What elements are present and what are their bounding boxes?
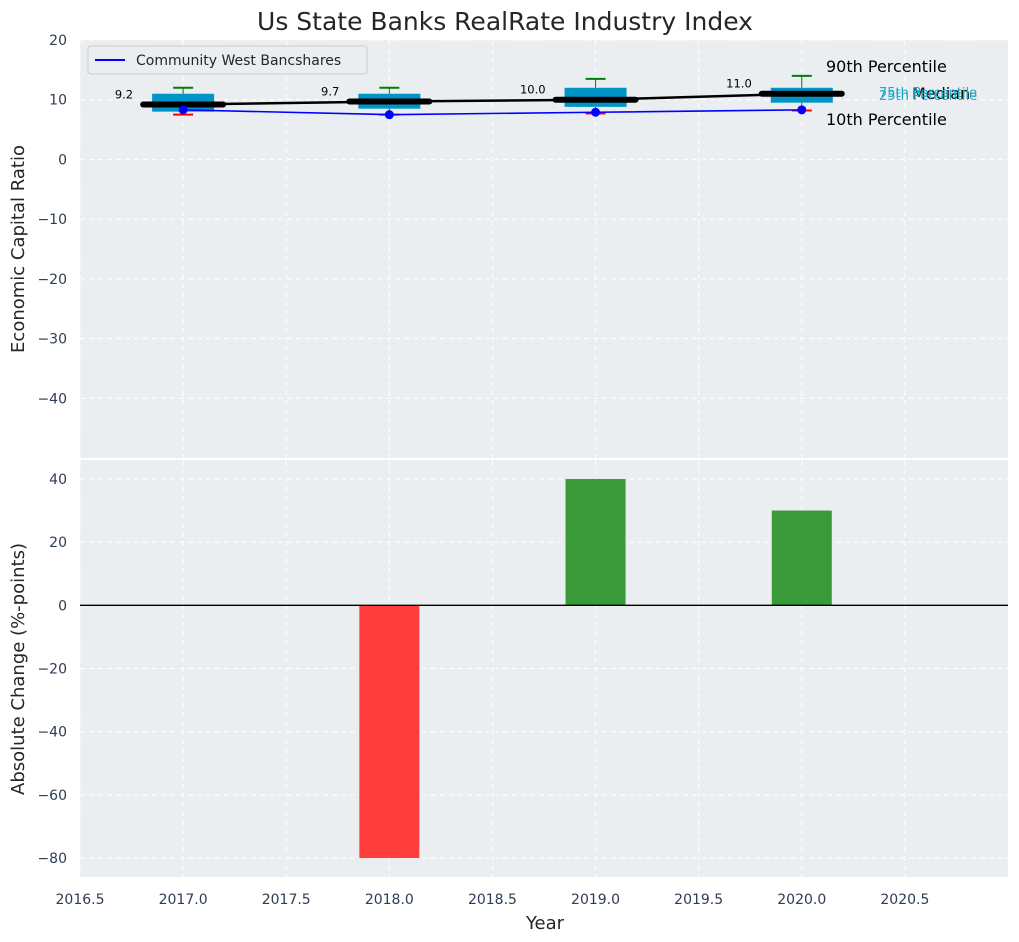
top-ytick-label: −10 <box>37 212 67 228</box>
xtick-label: 2020.5 <box>880 892 929 908</box>
xtick-label: 2017.5 <box>262 892 311 908</box>
annotation-75th-percentile: 75th Percentile <box>879 86 977 101</box>
chart-title: Us State Banks RealRate Industry Index <box>257 7 753 36</box>
legend-frame <box>87 45 368 75</box>
median-value-label: 11.0 <box>726 77 752 91</box>
bottom-ytick-label: 20 <box>49 535 67 551</box>
bottom-ytick-label: −60 <box>37 788 67 804</box>
median-value-label: 10.0 <box>520 83 546 97</box>
legend-label-community-west: Community West Bancshares <box>136 53 341 69</box>
change-bar <box>771 510 832 606</box>
top-ylabel: Economic Capital Ratio <box>8 145 29 353</box>
xtick-label: 2018.5 <box>468 892 517 908</box>
top-ytick-label: 20 <box>49 33 67 49</box>
xtick-label: 2020.0 <box>777 892 826 908</box>
top-ytick-label: −30 <box>37 332 67 348</box>
annotation-median: Median <box>912 84 970 103</box>
bottom-ytick-label: −80 <box>37 851 67 867</box>
annotation-10th-percentile: 10th Percentile <box>826 110 947 129</box>
bottom-ytick-label: −20 <box>37 662 67 678</box>
bottom-xlabel: Year <box>525 913 565 934</box>
xtick-label: 2017.0 <box>159 892 208 908</box>
company-point <box>591 107 601 117</box>
bottom-panel: 40 20 0 −20 −40 −60 −80 2016.5 2017.0 2017.5 2018… <box>8 460 1008 934</box>
bottom-ytick-label: 40 <box>49 472 67 488</box>
median-value-label: 9.2 <box>115 87 133 101</box>
xtick-label: 2019.5 <box>674 892 723 908</box>
xtick-label: 2019.0 <box>571 892 620 908</box>
change-bar <box>359 605 420 859</box>
bottom-ytick-label: 0 <box>58 598 67 614</box>
top-ytick-label: −40 <box>37 391 67 407</box>
change-bar <box>565 478 626 606</box>
legend[interactable]: Community West Bancshares <box>87 45 368 75</box>
median-line <box>183 92 802 106</box>
company-point <box>797 105 807 115</box>
bottom-ylabel: Absolute Change (%-points) <box>8 543 29 795</box>
median-value-label: 9.7 <box>321 85 339 99</box>
top-ytick-label: −20 <box>37 272 67 288</box>
top-ytick-label: 10 <box>49 93 67 109</box>
top-panel: 20 10 0 −10 −20 −30 −40 9.2 9.7 10.0 11.0 Economi… <box>8 33 1008 458</box>
annotation-25th-percentile: 25th Percentile <box>879 89 977 104</box>
company-point <box>384 110 394 120</box>
xtick-label: 2016.5 <box>56 892 105 908</box>
annotation-90th-percentile: 90th Percentile <box>826 57 947 76</box>
top-ytick-label: 0 <box>58 152 67 168</box>
bottom-ytick-label: −40 <box>37 725 67 741</box>
company-line <box>183 109 802 116</box>
top-plot-area <box>80 40 1008 458</box>
company-point <box>178 105 188 115</box>
xtick-label: 2018.0 <box>365 892 414 908</box>
